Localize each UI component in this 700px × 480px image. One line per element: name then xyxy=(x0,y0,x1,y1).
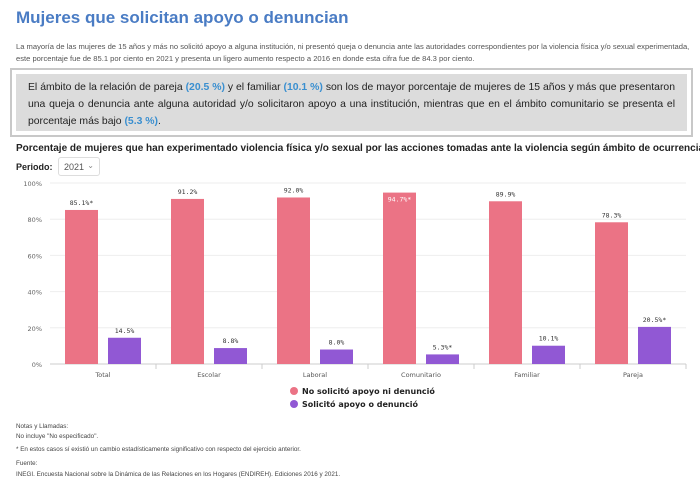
intro-paragraph: La mayoría de las mujeres de 15 años y m… xyxy=(16,42,690,63)
x-tick-label: Total xyxy=(94,371,110,379)
bar-solicito xyxy=(320,349,353,364)
chart-title: Porcentaje de mujeres que han experiment… xyxy=(16,143,700,154)
legend-label: No solicitó apoyo ni denunció xyxy=(302,387,435,396)
note-1: No incluye "No especificado". xyxy=(16,433,99,440)
data-label: 89.9% xyxy=(496,190,516,198)
y-tick-label: 0% xyxy=(32,361,42,369)
period-label: Periodo: xyxy=(16,162,53,172)
y-tick-label: 80% xyxy=(28,216,42,224)
bar-no-solicito xyxy=(489,201,522,364)
highlight-text-part: son los de mayor porcentaje de mujeres d… xyxy=(28,82,675,127)
data-label: 78.3% xyxy=(602,211,622,219)
highlight-text: El ámbito de la relación de pareja (20.5… xyxy=(16,74,687,131)
bar-no-solicito xyxy=(595,222,628,364)
bar-solicito xyxy=(108,337,141,364)
highlight-text-part: . xyxy=(157,116,161,127)
bar-solicito xyxy=(214,348,247,364)
bar-no-solicito xyxy=(383,192,416,364)
x-tick-label: Familiar xyxy=(514,371,540,379)
legend-item-no-solicito[interactable]: No solicitó apoyo ni denunció xyxy=(290,387,435,397)
data-label: 8.0% xyxy=(329,339,345,347)
period-select[interactable]: 2021 ⌄ xyxy=(58,157,100,176)
bar-no-solicito xyxy=(277,197,310,364)
data-label: 85.1%* xyxy=(70,199,94,207)
data-label: 94.7%* xyxy=(388,196,412,204)
data-label: 14.5% xyxy=(115,327,135,335)
y-tick-label: 40% xyxy=(28,289,42,297)
highlight-value: (20.5 %) xyxy=(185,82,225,93)
legend-dot-icon xyxy=(290,387,298,395)
highlight-value: (5.3 %) xyxy=(124,116,158,127)
highlight-text-part: y el familiar xyxy=(224,82,284,93)
legend-item-solicito[interactable]: Solicitó apoyo o denunció xyxy=(290,400,418,410)
data-label: 10.1% xyxy=(539,335,559,343)
highlight-box: El ámbito de la relación de pareja (20.5… xyxy=(10,68,693,137)
data-label: 92.0% xyxy=(284,186,304,194)
bar-no-solicito xyxy=(65,209,98,364)
notes-heading: Notas y Llamadas: xyxy=(16,423,69,430)
page-title: Mujeres que solicitan apoyo o denuncian xyxy=(16,8,349,27)
highlight-value: (10.1 %) xyxy=(283,82,323,93)
bar-solicito xyxy=(426,354,459,364)
bar-solicito xyxy=(638,326,671,364)
bar-solicito xyxy=(532,345,565,364)
data-label: 5.3%* xyxy=(433,343,453,351)
data-label: 20.5%* xyxy=(643,316,667,324)
source-text: INEGI. Encuesta Nacional sobre la Dinámi… xyxy=(16,471,341,478)
x-tick-label: Pareja xyxy=(623,371,643,379)
source-heading: Fuente: xyxy=(16,460,38,467)
legend-label: Solicitó apoyo o denunció xyxy=(302,400,418,409)
highlight-text-part: El ámbito de la relación de pareja xyxy=(28,82,186,93)
y-tick-label: 20% xyxy=(28,325,42,333)
data-label: 8.8% xyxy=(223,337,239,345)
y-tick-label: 60% xyxy=(28,252,42,260)
data-label: 91.2% xyxy=(178,188,198,196)
note-2: * En estos casos sí existió un cambio es… xyxy=(16,446,301,453)
bar-no-solicito xyxy=(171,198,204,364)
x-tick-label: Escolar xyxy=(197,371,221,379)
chevron-down-icon: ⌄ xyxy=(87,161,94,170)
x-tick-label: Comunitario xyxy=(401,371,441,379)
legend-dot-icon xyxy=(290,400,298,408)
period-value: 2021 xyxy=(64,162,85,172)
x-tick-label: Laboral xyxy=(303,371,327,379)
y-tick-label: 100% xyxy=(23,180,42,188)
